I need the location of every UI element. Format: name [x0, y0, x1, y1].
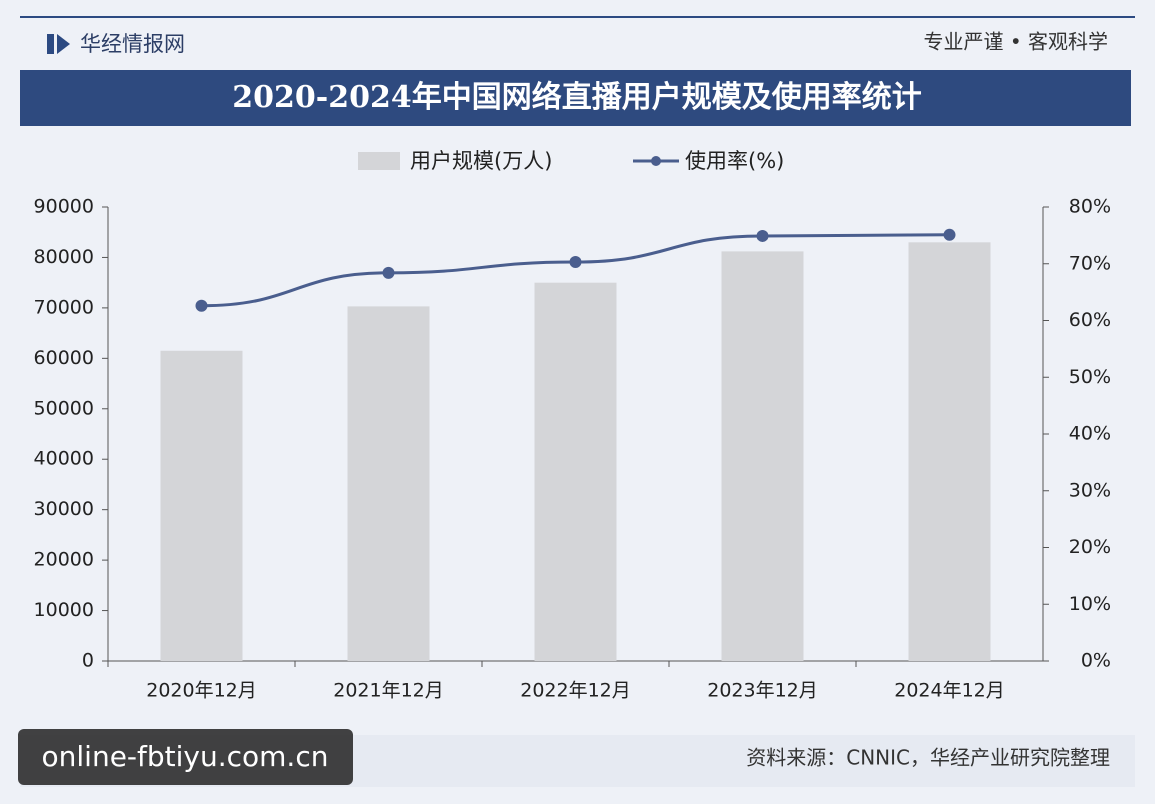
y-tick-label: 0 [82, 650, 94, 672]
bar [534, 282, 617, 661]
y-tick-label: 90000 [34, 196, 94, 218]
logo [47, 34, 54, 54]
bar [160, 350, 243, 661]
y2-tick-label: 80% [1069, 196, 1111, 218]
x-tick-label: 2021年12月 [333, 680, 444, 702]
legend-label: 用户规模(万人) [410, 149, 552, 173]
y2-tick-label: 30% [1069, 479, 1111, 501]
chart-title: 2020-2024年中国网络直播用户规模及使用率统计 [232, 80, 921, 115]
y-tick-label: 50000 [34, 397, 94, 419]
y-tick-label: 30000 [34, 498, 94, 520]
watermark-box [18, 729, 353, 785]
watermark: online-fbtiyu.com.cn [42, 740, 329, 773]
y-tick-label: 70000 [34, 296, 94, 318]
y2-tick-label: 40% [1069, 423, 1111, 445]
y-tick-label: 10000 [34, 599, 94, 621]
y2-tick-label: 0% [1081, 650, 1111, 672]
point [382, 266, 395, 279]
y2-tick-label: 60% [1069, 309, 1111, 331]
point [569, 256, 582, 269]
y-tick-label: 40000 [34, 448, 94, 470]
legend-swatch [651, 156, 661, 166]
y2-tick-label: 70% [1069, 252, 1111, 274]
point [756, 229, 769, 242]
legend-swatch [358, 152, 400, 170]
legend-label: 使用率(%) [685, 149, 784, 173]
point [195, 299, 208, 312]
bar [908, 242, 991, 662]
x-tick-label: 2020年12月 [146, 680, 257, 702]
x-tick-label: 2023年12月 [707, 680, 818, 702]
y2-tick-label: 50% [1069, 366, 1111, 388]
x-tick-label: 2022年12月 [520, 680, 631, 702]
y-tick-label: 20000 [34, 549, 94, 571]
y2-tick-label: 10% [1069, 593, 1111, 615]
bar [721, 251, 804, 661]
point [943, 228, 956, 241]
y-tick-label: 60000 [34, 347, 94, 369]
title-bar [20, 70, 1131, 126]
logo [57, 34, 70, 54]
y-tick-label: 80000 [34, 246, 94, 268]
brand: 华经情报网 [80, 32, 185, 56]
x-tick-label: 2024年12月 [894, 680, 1005, 702]
y2-tick-label: 20% [1069, 536, 1111, 558]
slogan: 专业严谨 • 客观科学 [923, 30, 1108, 54]
bar [347, 306, 430, 661]
source: 资料来源：CNNIC，华经产业研究院整理 [746, 746, 1110, 770]
